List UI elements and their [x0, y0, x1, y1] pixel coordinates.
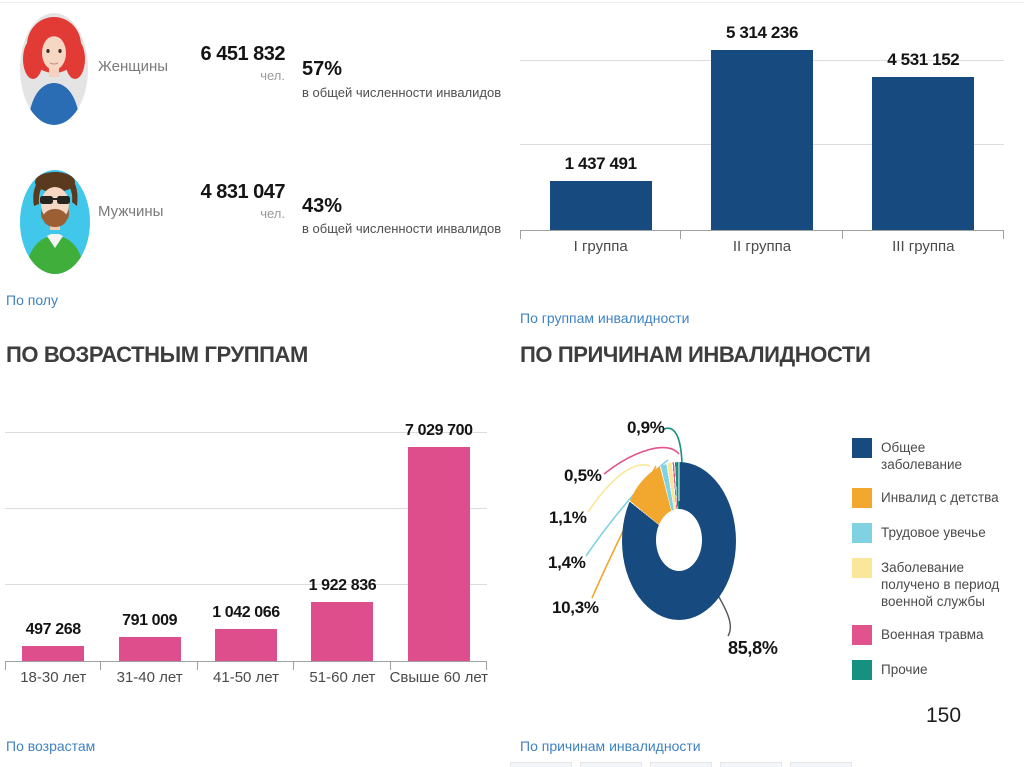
legend-swatch-icon — [852, 438, 872, 458]
legend-label: Военная травма — [881, 627, 984, 642]
bar-groups-2 — [872, 76, 975, 230]
age-groups-bar-chart: 497 268 18-30 лет 791 009 31-40 лет 1 042 06… — [5, 421, 488, 686]
thumbnail — [790, 762, 852, 767]
women-count-unit: чел. — [260, 68, 285, 83]
thumbnail — [720, 762, 782, 767]
men-count-value: 4 831 047 — [200, 181, 286, 203]
legend-item: Военная травма — [852, 625, 1002, 645]
axis-tick — [680, 230, 682, 239]
bar-cell-ages-2: 1 042 066 41-50 лет — [198, 421, 295, 686]
disability-groups-bar-chart: 1 437 491 I группа 5 314 236 II группа 4 531… — [520, 8, 1004, 255]
women-count: 6 451 832 чел. — [163, 43, 286, 83]
axis-tick — [389, 661, 391, 670]
donut-hole — [656, 509, 702, 571]
callout-zabolevanie-sluzhba: 1,1% — [549, 508, 587, 527]
thumbnail-strip — [510, 762, 852, 767]
bar-category-label: I группа — [573, 238, 628, 255]
bar-groups-0 — [549, 181, 652, 230]
bar-value-label: 1 922 836 — [308, 577, 377, 595]
gridline — [5, 507, 487, 509]
women-percent: 57% — [302, 58, 343, 80]
callout-trudovoe: 1,4% — [548, 553, 586, 572]
men-count: 4 831 047 чел. — [163, 181, 286, 221]
callout-prochie: 0,9% — [627, 418, 665, 437]
bar-value-label: 497 268 — [25, 620, 81, 638]
section-title-causes: ПО ПРИЧИНАМ ИНВАЛИДНОСТИ — [520, 342, 871, 367]
axis-tick — [841, 230, 843, 239]
callout-invalid-detstva: 10,3% — [552, 598, 599, 617]
axis-tick — [293, 661, 295, 670]
bar-cell-groups-1: 5 314 236 II группа — [681, 8, 843, 255]
bar-ages-0 — [22, 645, 85, 661]
thumbnail — [650, 762, 712, 767]
bar-cell-ages-0: 497 268 18-30 лет — [5, 421, 102, 686]
legend-label: Общее заболевание — [881, 440, 963, 472]
axis-tick — [196, 661, 198, 670]
bar-value-label: 5 314 236 — [725, 23, 798, 43]
bar-category-label: II группа — [732, 238, 792, 255]
thumbnail — [580, 762, 642, 767]
section-title-ages: ПО ВОЗРАСТНЫМ ГРУППАМ — [6, 342, 308, 367]
bar-groups-1 — [710, 50, 813, 230]
axis-tick — [100, 661, 102, 670]
thumbnail — [510, 762, 572, 767]
bar-value-label: 4 531 152 — [887, 49, 960, 69]
bar-cell-groups-2: 4 531 152 III группа — [843, 8, 1004, 255]
legend-label: Трудовое увечье — [881, 525, 986, 540]
gridline — [5, 431, 487, 433]
men-count-unit: чел. — [260, 206, 285, 221]
legend-label: Инвалид с детства — [881, 490, 999, 505]
bar-category-label: 51-60 лет — [309, 669, 376, 686]
link-by-causes[interactable]: По причинам инвалидности — [520, 738, 701, 754]
legend-item: Заболевание получено в период военной сл… — [852, 558, 1002, 610]
link-by-gender[interactable]: По полу — [6, 292, 58, 308]
female-avatar-icon — [20, 13, 88, 125]
top-divider — [0, 2, 1024, 3]
legend-item: Общее заболевание — [852, 438, 1002, 473]
legend-swatch-icon — [852, 558, 872, 578]
legend-label: Заболевание получено в период военной сл… — [881, 560, 1000, 609]
legend-item: Прочие — [852, 660, 1002, 680]
page-number: 150 — [926, 704, 962, 727]
causes-legend: Общее заболевание Инвалид с детства Трудов… — [852, 438, 1002, 695]
bar-value-label: 1 042 066 — [212, 604, 280, 622]
callout-obshchee: 85,8% — [728, 638, 778, 658]
legend-item: Трудовое увечье — [852, 523, 1002, 543]
bar-ages-1 — [118, 636, 181, 661]
legend-item: Инвалид с детства — [852, 488, 1002, 508]
men-percent-caption: в общей численности инвалидов — [302, 221, 502, 236]
bar-cell-groups-0: 1 437 491 I группа — [520, 8, 682, 255]
bar-value-label: 791 009 — [122, 611, 178, 629]
link-by-ages[interactable]: По возрастам — [6, 738, 96, 754]
gender-label-women: Женщины — [98, 58, 169, 75]
women-percent-caption: в общей численности инвалидов — [302, 85, 502, 100]
legend-swatch-icon — [852, 523, 872, 543]
bar-cell-ages-4: 7 029 700 Свыше 60 лет — [390, 421, 488, 686]
bar-ages-4 — [407, 446, 470, 661]
women-count-value: 6 451 832 — [200, 43, 286, 65]
bar-category-label: Свыше 60 лет — [389, 669, 489, 686]
bar-category-label: 18-30 лет — [20, 669, 87, 686]
callout-voennaya-travma: 0,5% — [564, 466, 602, 485]
men-percent: 43% — [302, 195, 343, 217]
link-by-groups[interactable]: По группам инвалидности — [520, 310, 690, 326]
gridline — [5, 583, 487, 585]
legend-label: Прочие — [881, 662, 928, 677]
bar-ages-2 — [215, 629, 278, 661]
bar-ages-3 — [311, 602, 374, 661]
bar-category-label: 41-50 лет — [213, 669, 280, 686]
legend-swatch-icon — [852, 660, 872, 680]
male-avatar-icon — [20, 170, 90, 274]
bar-cell-ages-3: 1 922 836 51-60 лет — [294, 421, 391, 686]
legend-swatch-icon — [852, 625, 872, 645]
bar-value-label: 1 437 491 — [564, 154, 637, 174]
bar-value-label: 7 029 700 — [405, 421, 473, 439]
bar-category-label: III группа — [892, 238, 955, 255]
bar-cell-ages-1: 791 009 31-40 лет — [101, 421, 198, 686]
bar-category-label: 31-40 лет — [116, 669, 183, 686]
gender-label-men: Мужчины — [98, 203, 164, 220]
legend-swatch-icon — [852, 488, 872, 508]
